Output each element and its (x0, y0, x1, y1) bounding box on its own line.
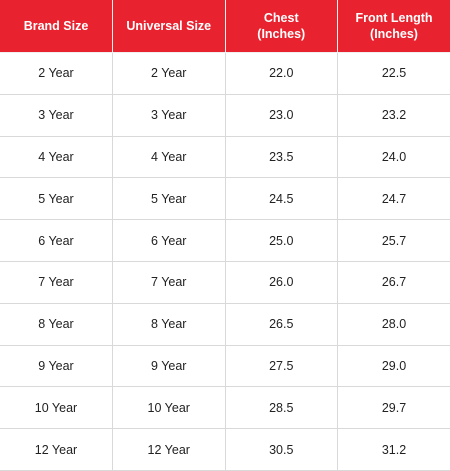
cell-front-length: 23.2 (338, 94, 450, 136)
header-chest: Chest (Inches) (225, 0, 338, 53)
cell-brand-size: 12 Year (0, 429, 113, 471)
cell-chest: 23.5 (225, 136, 338, 178)
table-row: 7 Year 7 Year 26.0 26.7 (0, 261, 450, 303)
cell-chest: 26.0 (225, 261, 338, 303)
header-row: Brand Size Universal Size Chest (Inches)… (0, 0, 450, 53)
header-front-length-label: Front Length (338, 10, 450, 26)
header-brand-size-label: Brand Size (0, 18, 112, 34)
cell-front-length: 26.7 (338, 261, 450, 303)
header-front-length: Front Length (Inches) (338, 0, 450, 53)
table-row: 9 Year 9 Year 27.5 29.0 (0, 345, 450, 387)
cell-universal-size: 12 Year (113, 429, 226, 471)
cell-brand-size: 10 Year (0, 387, 113, 429)
cell-universal-size: 5 Year (113, 178, 226, 220)
header-brand-size: Brand Size (0, 0, 113, 53)
table-row: 8 Year 8 Year 26.5 28.0 (0, 303, 450, 345)
cell-chest: 23.0 (225, 94, 338, 136)
size-chart-header: Brand Size Universal Size Chest (Inches)… (0, 0, 450, 53)
header-front-length-unit: (Inches) (338, 26, 450, 42)
cell-front-length: 29.0 (338, 345, 450, 387)
cell-front-length: 24.7 (338, 178, 450, 220)
cell-universal-size: 8 Year (113, 303, 226, 345)
table-row: 6 Year 6 Year 25.0 25.7 (0, 220, 450, 262)
cell-brand-size: 6 Year (0, 220, 113, 262)
cell-universal-size: 3 Year (113, 94, 226, 136)
cell-universal-size: 6 Year (113, 220, 226, 262)
header-chest-unit: (Inches) (226, 26, 338, 42)
cell-chest: 26.5 (225, 303, 338, 345)
cell-chest: 22.0 (225, 53, 338, 95)
cell-brand-size: 3 Year (0, 94, 113, 136)
cell-brand-size: 2 Year (0, 53, 113, 95)
cell-brand-size: 5 Year (0, 178, 113, 220)
table-row: 10 Year 10 Year 28.5 29.7 (0, 387, 450, 429)
cell-universal-size: 7 Year (113, 261, 226, 303)
table-row: 5 Year 5 Year 24.5 24.7 (0, 178, 450, 220)
cell-front-length: 28.0 (338, 303, 450, 345)
cell-front-length: 22.5 (338, 53, 450, 95)
cell-chest: 24.5 (225, 178, 338, 220)
header-universal-size: Universal Size (113, 0, 226, 53)
header-universal-size-label: Universal Size (113, 18, 225, 34)
cell-brand-size: 9 Year (0, 345, 113, 387)
cell-front-length: 24.0 (338, 136, 450, 178)
cell-chest: 25.0 (225, 220, 338, 262)
cell-front-length: 29.7 (338, 387, 450, 429)
cell-chest: 28.5 (225, 387, 338, 429)
cell-brand-size: 4 Year (0, 136, 113, 178)
table-row: 4 Year 4 Year 23.5 24.0 (0, 136, 450, 178)
cell-brand-size: 7 Year (0, 261, 113, 303)
cell-brand-size: 8 Year (0, 303, 113, 345)
cell-chest: 27.5 (225, 345, 338, 387)
header-chest-label: Chest (226, 10, 338, 26)
cell-chest: 30.5 (225, 429, 338, 471)
table-row: 2 Year 2 Year 22.0 22.5 (0, 53, 450, 95)
table-row: 12 Year 12 Year 30.5 31.2 (0, 429, 450, 471)
table-row: 3 Year 3 Year 23.0 23.2 (0, 94, 450, 136)
cell-front-length: 31.2 (338, 429, 450, 471)
cell-universal-size: 9 Year (113, 345, 226, 387)
cell-universal-size: 10 Year (113, 387, 226, 429)
size-chart-body: 2 Year 2 Year 22.0 22.5 3 Year 3 Year 23… (0, 53, 450, 471)
cell-front-length: 25.7 (338, 220, 450, 262)
cell-universal-size: 4 Year (113, 136, 226, 178)
cell-universal-size: 2 Year (113, 53, 226, 95)
